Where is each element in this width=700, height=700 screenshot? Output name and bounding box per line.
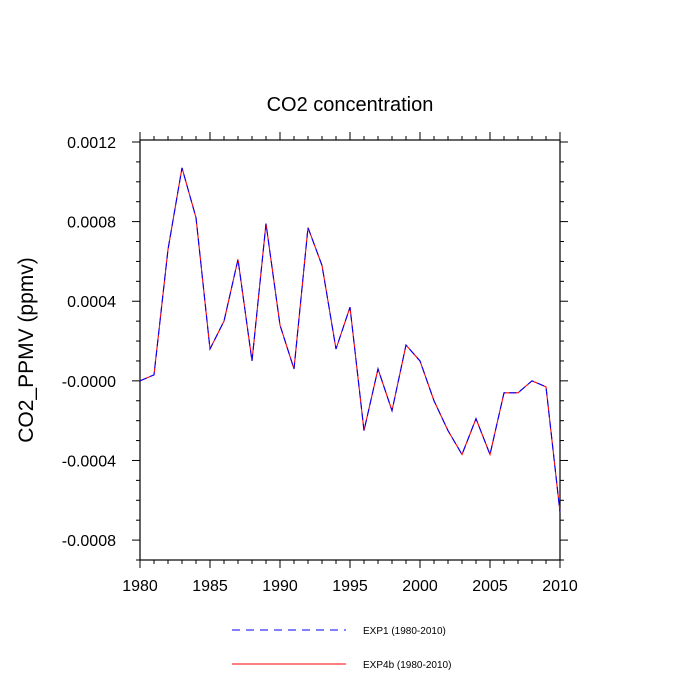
series-layer [139, 167, 561, 513]
y-tick-label: 0.0008 [67, 215, 116, 232]
x-tick-label: 1990 [262, 578, 298, 595]
minor-ticks [136, 136, 564, 564]
y-tick-label: -0.0000 [62, 374, 116, 391]
series-line-exp4b [139, 167, 561, 513]
x-tick-labels: 1980 1985 1990 1995 2000 2005 2010 [122, 578, 578, 595]
y-axis-label: CO2_PPMV (ppmv) [15, 257, 38, 443]
legend-label: EXP1 (1980-2010) [363, 626, 446, 637]
plot-area [132, 132, 568, 568]
chart-title: CO2 concentration [267, 94, 434, 116]
plot-frame [139, 139, 561, 561]
x-tick-label: 2005 [472, 578, 508, 595]
y-tick-labels: -0.0008 -0.0004 -0.0000 0.0004 0.0008 0.0012 [62, 135, 116, 550]
x-tick-label: 2000 [402, 578, 438, 595]
y-tick-label: -0.0004 [62, 453, 116, 470]
x-tick-label: 1980 [122, 578, 158, 595]
y-tick-label: 0.0012 [67, 135, 116, 152]
legend: EXP1 (1980-2010) EXP4b (1980-2010) [232, 626, 451, 671]
y-tick-label: -0.0008 [62, 533, 116, 550]
legend-label: EXP4b (1980-2010) [363, 660, 451, 671]
x-tick-label: 2010 [542, 578, 578, 595]
y-tick-label: 0.0004 [67, 294, 116, 311]
x-tick-label: 1985 [192, 578, 228, 595]
major-ticks [132, 132, 568, 568]
x-tick-label: 1995 [332, 578, 368, 595]
series-line-exp1 [139, 167, 561, 513]
